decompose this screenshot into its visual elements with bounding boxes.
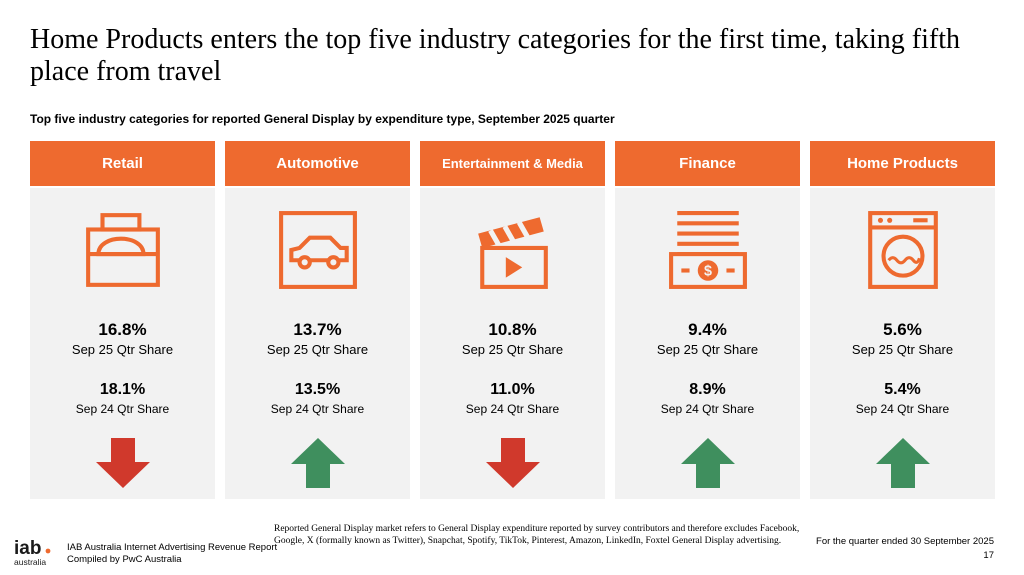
card-header: Home Products — [810, 141, 995, 186]
previous-share-label: Sep 24 Qtr Share — [75, 402, 170, 416]
category-card-finance: Finance $ 9.4% Sep 25 Qtr Share 8.9% Sep… — [615, 141, 800, 499]
washing-machine-icon — [868, 211, 938, 289]
category-card-retail: Retail 16.8% Sep 25 Qtr Share 18.1% Sep … — [30, 141, 215, 499]
previous-share-label: Sep 24 Qtr Share — [660, 402, 755, 416]
card-header: Automotive — [225, 141, 410, 186]
divider — [420, 186, 605, 188]
current-share-value: 16.8% — [98, 320, 147, 339]
arrow-down-icon — [96, 438, 150, 488]
card-header: Retail — [30, 141, 215, 186]
current-share-value: 5.6% — [883, 320, 922, 339]
previous-share-label: Sep 24 Qtr Share — [855, 402, 950, 416]
page-title: Home Products enters the top five indust… — [30, 24, 960, 87]
report-line-1: IAB Australia Internet Advertising Reven… — [67, 542, 278, 553]
current-share-label: Sep 25 Qtr Share — [266, 342, 369, 357]
current-share-label: Sep 25 Qtr Share — [851, 342, 954, 357]
svg-text:iab: iab — [14, 538, 41, 559]
arrow-down-icon — [486, 438, 540, 488]
report-source: IAB Australia Internet Advertising Reven… — [67, 542, 277, 566]
previous-share-value: 18.1% — [99, 381, 146, 398]
previous-share-value: 5.4% — [884, 381, 921, 398]
shopping-bag-icon — [86, 213, 160, 287]
page-number: 17 — [983, 550, 994, 561]
current-share-value: 10.8% — [488, 320, 537, 339]
card-header: Entertainment & Media — [420, 141, 605, 186]
category-card-home-products: Home Products 5.6% Sep 25 Qtr Share 5.4%… — [810, 141, 995, 499]
current-share-label: Sep 25 Qtr Share — [71, 342, 174, 357]
current-share-value: 9.4% — [688, 320, 727, 339]
divider — [615, 186, 800, 188]
svg-text:$: $ — [704, 264, 712, 280]
svg-text:australia: australia — [14, 557, 46, 567]
arrow-up-icon — [291, 438, 345, 488]
category-cards: Retail 16.8% Sep 25 Qtr Share 18.1% Sep … — [30, 141, 995, 499]
previous-share-value: 13.5% — [294, 381, 341, 398]
divider — [225, 186, 410, 188]
previous-share-value: 8.9% — [689, 381, 726, 398]
footnote: Reported General Display market refers t… — [274, 524, 800, 546]
clapperboard-icon — [478, 217, 548, 289]
divider — [30, 186, 215, 188]
divider — [810, 186, 995, 188]
iab-australia-logo: iab australia — [14, 538, 51, 567]
category-card-entertainment-media: Entertainment & Media 10.8% Sep 25 Qtr S… — [420, 141, 605, 499]
arrow-up-icon — [876, 438, 930, 488]
card-header: Finance — [615, 141, 800, 186]
current-share-label: Sep 25 Qtr Share — [656, 342, 759, 357]
previous-share-label: Sep 24 Qtr Share — [270, 402, 365, 416]
previous-share-label: Sep 24 Qtr Share — [465, 402, 560, 416]
category-card-automotive: Automotive 13.7% Sep 25 Qtr Share 13.5% … — [225, 141, 410, 499]
current-share-value: 13.7% — [293, 320, 342, 339]
banknote-icon: $ — [669, 211, 747, 289]
current-share-label: Sep 25 Qtr Share — [461, 342, 564, 357]
arrow-up-icon — [681, 438, 735, 488]
quarter-note: For the quarter ended 30 September 2025 — [816, 536, 994, 547]
report-line-2: Compiled by PwC Australia — [67, 554, 182, 565]
page-subtitle: Top five industry categories for reporte… — [30, 112, 615, 126]
previous-share-value: 11.0% — [490, 381, 535, 398]
car-icon — [279, 211, 357, 289]
